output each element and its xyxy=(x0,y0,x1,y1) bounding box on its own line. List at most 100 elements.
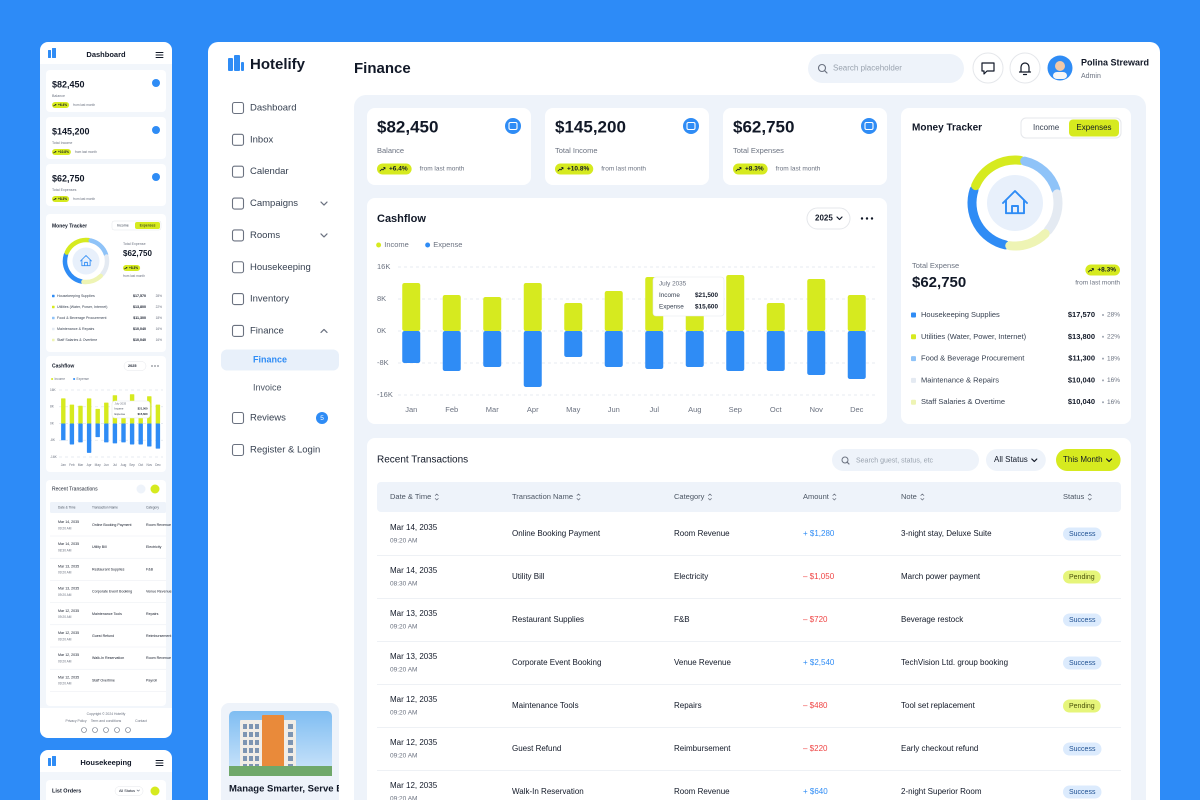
search-box[interactable] xyxy=(808,54,964,83)
stat-value: $62,750 xyxy=(52,173,85,183)
legend-swatch xyxy=(52,294,55,298)
tab[interactable]: Income xyxy=(117,223,129,227)
nav-icon xyxy=(231,293,245,306)
nav-item[interactable]: Reviews xyxy=(250,413,286,424)
cell-date: Mar 12, 2035 xyxy=(58,653,79,657)
legend-label: Expense xyxy=(77,377,90,381)
nav-item[interactable]: Calendar xyxy=(250,166,289,177)
nav-item[interactable]: Register & Login xyxy=(250,445,320,456)
nav-item[interactable]: Housekeeping xyxy=(250,262,311,273)
expense-category: Staff Salaries & Overtime xyxy=(921,397,1005,406)
year-select[interactable] xyxy=(123,361,147,371)
search-box[interactable] xyxy=(832,449,979,471)
filter-label[interactable]: This Month xyxy=(1063,455,1103,464)
nav-item[interactable]: Campaigns xyxy=(250,198,298,209)
stat-icon xyxy=(505,118,521,134)
expense-percent: 16% xyxy=(156,338,163,342)
social-icon[interactable] xyxy=(92,727,98,733)
column-header[interactable]: Transaction Name xyxy=(512,492,573,501)
column-header[interactable]: Status xyxy=(1063,492,1085,501)
cell-note: Early checkout refund xyxy=(901,744,978,753)
tooltip-label: Income xyxy=(115,407,124,411)
footer-link[interactable]: Contact xyxy=(135,719,147,723)
search-button[interactable] xyxy=(136,484,146,494)
column-header[interactable]: Date & Time xyxy=(390,492,431,501)
bar xyxy=(86,423,92,453)
filter-label[interactable]: All Status xyxy=(994,455,1028,464)
cell-time: 09:20 AM xyxy=(58,615,72,619)
change-pill xyxy=(52,196,70,202)
submenu-item[interactable]: Invoice xyxy=(253,382,282,392)
nav-item[interactable]: Inventory xyxy=(250,294,289,305)
cell-status: Success xyxy=(1069,746,1096,753)
social-icon[interactable] xyxy=(125,727,131,733)
cell-amount: + $640 xyxy=(803,787,828,796)
expense-percent: 22% xyxy=(156,305,163,309)
social-icon[interactable] xyxy=(81,727,87,733)
promo-image xyxy=(249,732,253,737)
column-header[interactable]: Note xyxy=(901,492,917,501)
expense-amount: $10,040 xyxy=(1068,397,1095,406)
x-tick-label: Sep xyxy=(729,405,742,414)
footer-link[interactable]: Term and conditions xyxy=(91,719,122,723)
chart-title: Cashflow xyxy=(377,213,426,225)
filter-button[interactable] xyxy=(114,786,144,796)
promo-image xyxy=(288,724,293,729)
user-name: Polina Streward xyxy=(1081,57,1149,67)
donut-segment xyxy=(1020,156,1061,195)
cell-category: Payroll xyxy=(146,678,157,682)
notification-button[interactable] xyxy=(1009,52,1041,84)
nav-item[interactable]: Inbox xyxy=(250,134,273,145)
column-header[interactable]: Category xyxy=(674,492,705,501)
stat-icon xyxy=(152,173,160,181)
search-placeholder[interactable]: Search placeholder xyxy=(833,64,902,73)
donut-segment xyxy=(971,155,1025,191)
total-label: Total Expense xyxy=(912,261,959,270)
filter-label[interactable]: All Status xyxy=(119,789,135,793)
tab-active[interactable] xyxy=(135,222,160,229)
tab-active[interactable] xyxy=(1069,119,1119,137)
year-label[interactable]: 2025 xyxy=(128,364,136,368)
promo-image xyxy=(249,756,253,761)
tab[interactable]: Expenses xyxy=(1076,123,1111,132)
y-tick-label: 16K xyxy=(377,262,390,271)
change-pill xyxy=(1085,264,1120,276)
column-header[interactable]: Amount xyxy=(803,492,830,501)
tab[interactable]: Income xyxy=(1033,123,1060,132)
change-pill xyxy=(52,102,70,108)
stat-icon xyxy=(508,121,518,131)
x-tick-label: Aug xyxy=(121,463,127,467)
mobile-title: Housekeeping xyxy=(80,758,132,767)
total-change: +8.3% xyxy=(129,266,138,270)
bar xyxy=(604,291,623,331)
social-icon[interactable] xyxy=(114,727,120,733)
search-placeholder[interactable]: Search guest, status, etc xyxy=(856,457,934,464)
donut-center xyxy=(987,175,1043,231)
filter-button[interactable] xyxy=(986,449,1046,471)
year-label[interactable]: 2025 xyxy=(815,214,833,223)
cell-category: Room Revenue xyxy=(674,787,730,796)
sort-icon xyxy=(1087,493,1092,501)
footer-link[interactable]: Privacy Policy xyxy=(65,719,86,723)
nav-item[interactable]: Finance xyxy=(250,325,284,336)
year-select[interactable] xyxy=(806,207,851,230)
cell-status: Success xyxy=(1069,531,1096,538)
tab[interactable]: Expenses xyxy=(140,223,156,227)
filter-button[interactable] xyxy=(1056,449,1121,471)
social-icon[interactable] xyxy=(103,727,109,733)
chevron-icon xyxy=(320,328,328,334)
filter-button[interactable] xyxy=(150,484,160,494)
submenu-item[interactable]: Finance xyxy=(253,354,287,364)
promo-image xyxy=(262,715,284,776)
filter-button[interactable] xyxy=(150,786,160,796)
more-icon xyxy=(870,217,874,220)
cell-amount: – $1,050 xyxy=(803,572,835,581)
nav-item[interactable]: Rooms xyxy=(250,230,280,241)
legend-swatch xyxy=(51,377,54,381)
cell-amount: – $720 xyxy=(803,615,828,624)
message-button[interactable] xyxy=(972,52,1004,84)
nav-item[interactable]: Dashboard xyxy=(250,103,296,114)
submenu-active xyxy=(221,349,339,371)
bar xyxy=(523,283,542,331)
trend-icon xyxy=(379,167,386,172)
